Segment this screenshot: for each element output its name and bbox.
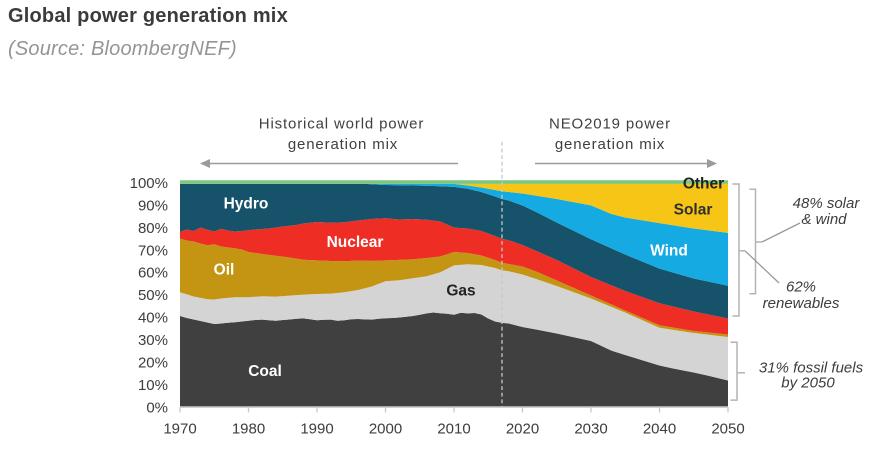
svg-text:Coal: Coal (248, 363, 282, 380)
svg-text:40%: 40% (138, 310, 168, 327)
svg-text:1990: 1990 (300, 421, 333, 438)
svg-text:generation mix: generation mix (288, 136, 398, 153)
svg-text:by 2050: by 2050 (781, 375, 835, 392)
svg-text:2050: 2050 (711, 421, 744, 438)
svg-text:31% fossil fuels: 31% fossil fuels (759, 360, 864, 377)
svg-text:Gas: Gas (446, 283, 475, 300)
svg-text:Historical world power: Historical world power (259, 116, 424, 133)
svg-text:Hydro: Hydro (224, 196, 269, 213)
svg-text:0%: 0% (146, 400, 168, 417)
svg-text:10%: 10% (138, 377, 168, 394)
svg-text:60%: 60% (138, 265, 168, 282)
svg-text:70%: 70% (138, 242, 168, 259)
svg-text:NEO2019 power: NEO2019 power (549, 116, 671, 133)
svg-text:Other: Other (683, 176, 724, 193)
svg-text:100%: 100% (130, 175, 168, 192)
svg-text:2020: 2020 (506, 421, 539, 438)
svg-text:2030: 2030 (574, 421, 607, 438)
svg-text:1980: 1980 (232, 421, 265, 438)
svg-text:Wind: Wind (650, 243, 688, 260)
svg-text:renewables: renewables (763, 295, 840, 312)
svg-text:62%: 62% (786, 279, 816, 296)
svg-text:2010: 2010 (437, 421, 470, 438)
svg-text:20%: 20% (138, 355, 168, 372)
svg-text:50%: 50% (138, 287, 168, 304)
svg-text:2000: 2000 (369, 421, 402, 438)
svg-text:80%: 80% (138, 220, 168, 237)
svg-text:generation mix: generation mix (555, 136, 665, 153)
svg-text:& wind: & wind (801, 211, 847, 228)
svg-text:Nuclear: Nuclear (327, 234, 384, 251)
svg-text:1970: 1970 (163, 421, 196, 438)
svg-text:90%: 90% (138, 197, 168, 214)
svg-text:Solar: Solar (674, 202, 713, 219)
svg-text:48% solar: 48% solar (793, 195, 861, 212)
svg-text:30%: 30% (138, 332, 168, 349)
svg-text:Oil: Oil (214, 262, 235, 279)
svg-text:2040: 2040 (643, 421, 676, 438)
